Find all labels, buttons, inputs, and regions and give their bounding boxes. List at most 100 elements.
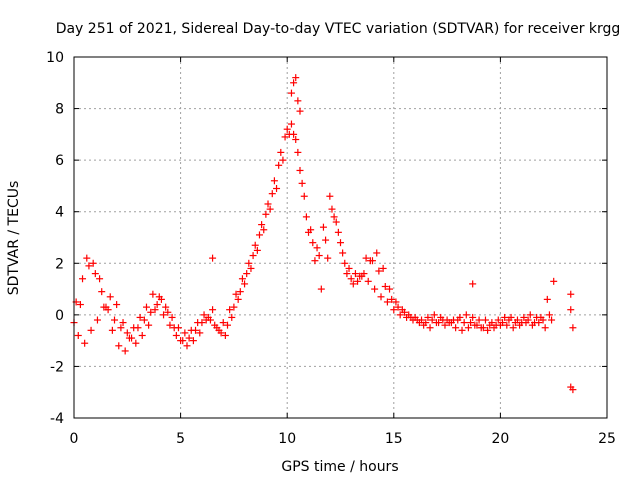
data-point	[83, 254, 91, 262]
x-tick-label: 10	[278, 431, 296, 447]
data-point	[337, 239, 344, 247]
data-point	[481, 316, 489, 324]
y-tick-label: 2	[55, 256, 64, 272]
data-point	[494, 316, 502, 324]
data-point	[209, 254, 217, 262]
data-point	[230, 303, 238, 311]
data-point	[194, 319, 202, 327]
data-point	[153, 301, 161, 309]
data-point	[87, 326, 95, 334]
data-point	[439, 316, 447, 324]
data-point	[241, 280, 249, 288]
data-point	[484, 326, 492, 334]
data-point	[238, 275, 246, 283]
data-point	[396, 311, 404, 319]
y-axis-label: SDTVAR / TECUs	[6, 181, 22, 296]
plot-frame	[73, 56, 608, 419]
data-point	[445, 319, 453, 327]
data-point	[93, 316, 101, 324]
data-point	[181, 329, 189, 337]
series-track-b	[72, 125, 553, 337]
data-point	[322, 236, 330, 244]
data-point	[113, 301, 121, 309]
data-point	[362, 254, 370, 262]
data-point	[177, 337, 185, 345]
data-point	[475, 316, 483, 324]
data-point	[119, 319, 127, 327]
data-point	[262, 210, 270, 218]
data-point	[400, 308, 408, 316]
data-point	[522, 319, 530, 327]
data-point	[317, 285, 325, 293]
data-point	[349, 280, 357, 288]
data-point	[149, 290, 157, 298]
data-point	[172, 331, 180, 339]
data-point	[85, 262, 93, 270]
data-point	[142, 303, 150, 311]
data-point	[251, 241, 259, 249]
data-point	[117, 324, 125, 332]
data-point	[147, 308, 155, 316]
y-tick-label: 10	[46, 50, 64, 66]
data-point	[341, 259, 349, 267]
chart-title: Day 251 of 2021, Sidereal Day-to-day VTE…	[56, 21, 621, 37]
data-point	[243, 270, 251, 278]
data-point	[432, 319, 440, 327]
data-point	[533, 313, 541, 321]
grid	[74, 57, 607, 418]
data-point	[462, 311, 470, 319]
data-point	[121, 347, 129, 355]
data-point	[326, 192, 334, 200]
data-point	[285, 130, 293, 138]
data-point	[187, 326, 195, 334]
x-tick-label: 25	[598, 431, 616, 447]
data-point	[115, 342, 123, 350]
data-point	[305, 228, 313, 236]
data-point	[469, 280, 477, 288]
data-point	[160, 311, 168, 319]
data-point	[550, 277, 558, 285]
data-point	[247, 264, 255, 272]
data-point	[535, 319, 543, 327]
data-point	[392, 298, 400, 306]
data-point	[371, 285, 379, 293]
data-point	[196, 329, 204, 337]
data-point	[375, 267, 383, 275]
series-track-a	[70, 120, 558, 355]
data-point	[279, 156, 287, 164]
data-point	[275, 161, 283, 169]
data-point	[319, 223, 327, 231]
data-points	[70, 74, 577, 394]
data-point	[347, 275, 355, 283]
data-point	[309, 239, 317, 247]
data-point	[360, 270, 368, 278]
data-point	[226, 306, 234, 314]
data-point	[260, 226, 268, 234]
data-point	[106, 293, 114, 301]
data-point	[166, 321, 174, 329]
data-point	[388, 295, 396, 303]
data-point	[140, 316, 148, 324]
data-point	[477, 324, 485, 332]
data-point	[294, 148, 302, 156]
data-point	[330, 213, 338, 221]
data-point	[471, 321, 479, 329]
data-point	[234, 295, 242, 303]
data-point	[424, 313, 432, 321]
data-point	[413, 316, 421, 324]
y-tick-label: 6	[55, 153, 64, 169]
data-point	[332, 218, 340, 226]
data-point	[108, 326, 116, 334]
data-point	[351, 270, 359, 278]
data-point	[287, 120, 295, 128]
data-point	[452, 324, 460, 332]
data-point	[373, 249, 381, 257]
data-point	[287, 89, 295, 97]
data-point	[215, 326, 223, 334]
data-point	[185, 334, 193, 342]
data-point	[266, 205, 274, 213]
data-point	[464, 324, 472, 332]
data-point	[292, 74, 300, 82]
data-point	[567, 306, 575, 314]
y-tick-label: 8	[55, 102, 64, 118]
